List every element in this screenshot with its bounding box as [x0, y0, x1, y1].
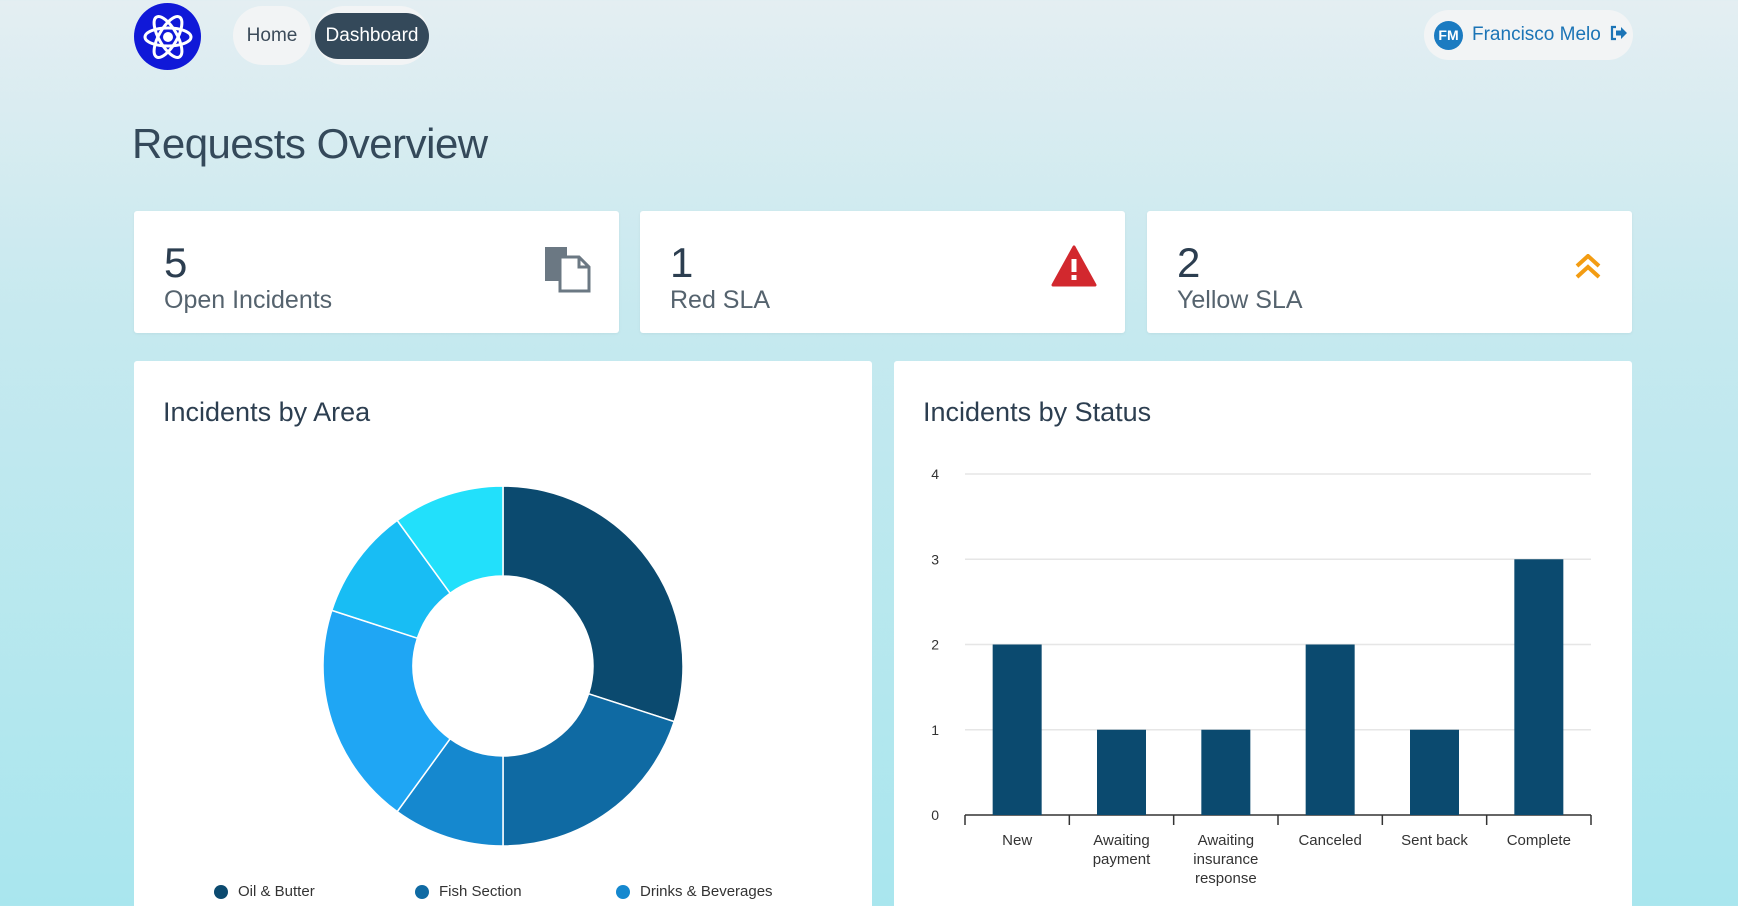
kpi-red-sla[interactable]: 1 Red SLA	[640, 211, 1125, 333]
kpi-open-incidents[interactable]: 5 Open Incidents	[134, 211, 619, 333]
sign-out-icon[interactable]	[1610, 25, 1628, 46]
x-tick-label: response	[1195, 870, 1257, 887]
incidents-by-status-card: Incidents by Status 0 1 2 3 4 New Awaiting paym…	[894, 361, 1632, 906]
bar[interactable]	[1097, 729, 1146, 815]
bar[interactable]	[1305, 644, 1355, 816]
atom-logo-icon[interactable]	[134, 3, 201, 70]
legend-item[interactable]: Oil & Butter	[214, 883, 415, 900]
legend-swatch	[214, 884, 228, 899]
warning-triangle-icon	[1051, 245, 1097, 292]
x-tick-label: New	[1002, 832, 1032, 849]
nav-home-label: Home	[246, 24, 298, 46]
double-chevron-up-icon	[1574, 253, 1602, 285]
bar-chart: 0 1 2 3 4 New Awaiting payment Awaiting insurance…	[931, 466, 1592, 887]
legend-label: Drinks & Beverages	[640, 883, 773, 900]
user-menu[interactable]: FM Francisco Melo	[1424, 10, 1633, 60]
legend-swatch	[616, 884, 630, 899]
x-tick-label: Awaiting	[1198, 832, 1254, 849]
y-tick-label: 3	[931, 551, 939, 567]
legend-item[interactable]: Fish Section	[415, 883, 616, 900]
bar[interactable]	[1514, 559, 1564, 815]
nav-dashboard-button[interactable]: Dashboard	[314, 6, 430, 65]
x-tick-label: Awaiting	[1093, 832, 1149, 849]
donut-slice[interactable]	[502, 485, 684, 723]
kpi-value: 1	[670, 239, 694, 286]
x-tick-label: Complete	[1507, 832, 1571, 849]
legend-item[interactable]: Drinks & Beverages	[616, 883, 817, 900]
x-tick-label: Sent back	[1401, 832, 1468, 849]
documents-icon	[545, 245, 591, 298]
kpi-value: 5	[164, 239, 188, 286]
legend-label: Oil & Butter	[238, 883, 315, 900]
donut-slice[interactable]	[322, 609, 452, 813]
legend-label: Fish Section	[439, 883, 522, 900]
kpi-label: Red SLA	[670, 286, 771, 314]
kpi-label: Open Incidents	[164, 286, 333, 314]
y-tick-label: 1	[931, 722, 939, 738]
nav-home-button[interactable]: Home	[233, 6, 311, 65]
legend-swatch	[415, 884, 429, 899]
kpi-yellow-sla[interactable]: 2 Yellow SLA	[1147, 211, 1632, 333]
chart-legend: Oil & Butter Fish Section Drinks & Bever…	[214, 883, 817, 900]
page-title: Requests Overview	[132, 120, 488, 167]
bar[interactable]	[1410, 729, 1459, 815]
donut-chart	[322, 485, 684, 847]
bar[interactable]	[1201, 729, 1251, 815]
card-title: Incidents by Status	[923, 397, 1152, 427]
kpi-label: Yellow SLA	[1177, 286, 1303, 314]
nav-dashboard-label: Dashboard	[314, 12, 430, 59]
x-tick-label: insurance	[1193, 851, 1258, 868]
avatar: FM	[1434, 20, 1463, 50]
bar[interactable]	[992, 644, 1042, 816]
x-tick-label: Canceled	[1298, 832, 1361, 849]
y-tick-label: 0	[931, 807, 939, 823]
donut-slice[interactable]	[396, 485, 504, 595]
card-title: Incidents by Area	[163, 397, 371, 427]
kpi-value: 2	[1177, 239, 1201, 286]
incidents-by-area-card: Incidents by Area Oil & Butter Fish Sect…	[134, 361, 872, 906]
donut-slice[interactable]	[502, 692, 676, 847]
y-tick-label: 2	[931, 637, 939, 653]
x-tick-label: payment	[1093, 851, 1151, 868]
y-tick-label: 4	[931, 466, 939, 482]
user-name: Francisco Melo	[1472, 24, 1601, 45]
